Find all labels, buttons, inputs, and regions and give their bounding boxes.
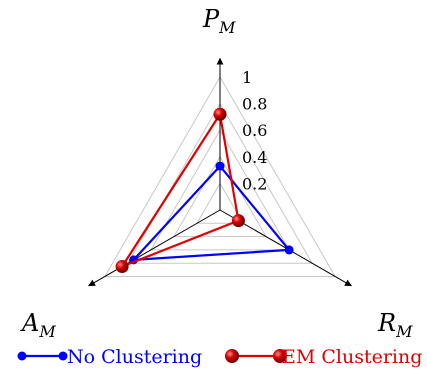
axis-line-a bbox=[88, 209, 221, 287]
data-point-no-clustering bbox=[284, 245, 294, 255]
legend-label-em-clustering: EM Clustering bbox=[282, 346, 422, 368]
axis-label-p-sub: M bbox=[218, 18, 236, 37]
legend-marker-no-clustering-right bbox=[58, 351, 68, 361]
axis-label-p-main: P bbox=[202, 5, 220, 33]
series-layer bbox=[115, 107, 294, 274]
data-point-em-clustering bbox=[231, 214, 245, 228]
data-point-em-clustering bbox=[213, 107, 227, 121]
grid-ring-1 bbox=[196, 182, 244, 224]
axis-label-p: PM bbox=[202, 5, 236, 37]
axis-label-a-sub: M bbox=[38, 322, 56, 341]
grid-ring-2 bbox=[173, 155, 267, 238]
grid-ring-4 bbox=[126, 102, 314, 264]
tick-label: 0.8 bbox=[242, 95, 267, 114]
series-line-no-clustering bbox=[132, 165, 291, 261]
legend-item-no-clustering: No Clustering bbox=[17, 346, 202, 368]
axis-label-a-main: A bbox=[20, 309, 39, 337]
data-point-em-clustering bbox=[115, 260, 129, 274]
grid-layer bbox=[103, 75, 337, 277]
series-line-em-clustering bbox=[120, 113, 240, 268]
axis-label-r-sub: M bbox=[395, 322, 413, 341]
legend-marker-em-clustering-right bbox=[273, 349, 287, 363]
legend: No Clustering EM Clustering bbox=[17, 346, 422, 368]
tick-labels: 0.2 0.4 0.6 0.8 1 bbox=[242, 68, 267, 193]
tick-label: 1 bbox=[242, 68, 252, 87]
data-point-no-clustering bbox=[215, 161, 225, 171]
grid-ring-5 bbox=[103, 75, 337, 277]
legend-marker-no-clustering-left bbox=[17, 351, 27, 361]
axis-label-r-main: R bbox=[377, 309, 396, 337]
legend-item-em-clustering: EM Clustering bbox=[225, 346, 422, 368]
tick-label: 0.4 bbox=[242, 148, 267, 167]
axis-label-a: AM bbox=[20, 309, 56, 341]
axes-layer bbox=[88, 57, 352, 287]
grid-ring-3 bbox=[150, 129, 290, 251]
axis-label-r: RM bbox=[377, 309, 413, 341]
tick-label: 0.2 bbox=[242, 174, 267, 193]
tick-label: 0.6 bbox=[242, 121, 267, 140]
legend-label-no-clustering: No Clustering bbox=[67, 346, 202, 368]
legend-marker-em-clustering-left bbox=[225, 349, 239, 363]
